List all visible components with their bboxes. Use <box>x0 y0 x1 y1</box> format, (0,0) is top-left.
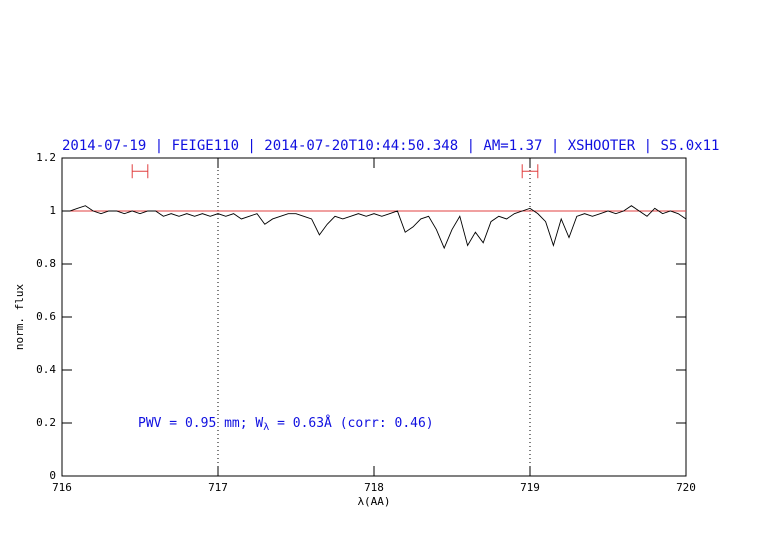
x-tick-label: 718 <box>364 481 384 494</box>
interval-marker <box>131 164 149 179</box>
x-tick-label: 720 <box>676 481 696 494</box>
x-tick-label: 719 <box>520 481 540 494</box>
annotation-subscript: λ <box>263 422 269 433</box>
annotation-text: = 0.63Å (corr: 0.46) <box>269 415 433 431</box>
y-tick-label: 0.2 <box>36 416 56 429</box>
y-axis-label: norm. flux <box>13 284 26 351</box>
annotation: PWV = 0.95 mm; Wλ = 0.63Å (corr: 0.46) <box>138 415 434 434</box>
y-tick-label: 0.6 <box>36 310 56 323</box>
y-tick-label: 0.4 <box>36 363 56 376</box>
chart-title: 2014-07-19 | FEIGE110 | 2014-07-20T10:44… <box>62 138 719 154</box>
x-axis-label: λ(AA) <box>357 495 390 508</box>
x-tick-label: 717 <box>208 481 228 494</box>
x-tick-label: 716 <box>52 481 72 494</box>
y-tick-label: 1.2 <box>36 151 56 164</box>
interval-marker <box>521 164 539 179</box>
y-tick-label: 0.8 <box>36 257 56 270</box>
spectrum-line <box>62 205 687 250</box>
y-tick-label: 1 <box>49 204 56 217</box>
y-tick-label: 0 <box>49 469 56 482</box>
annotation-text: PWV = 0.95 mm; W <box>138 416 263 431</box>
